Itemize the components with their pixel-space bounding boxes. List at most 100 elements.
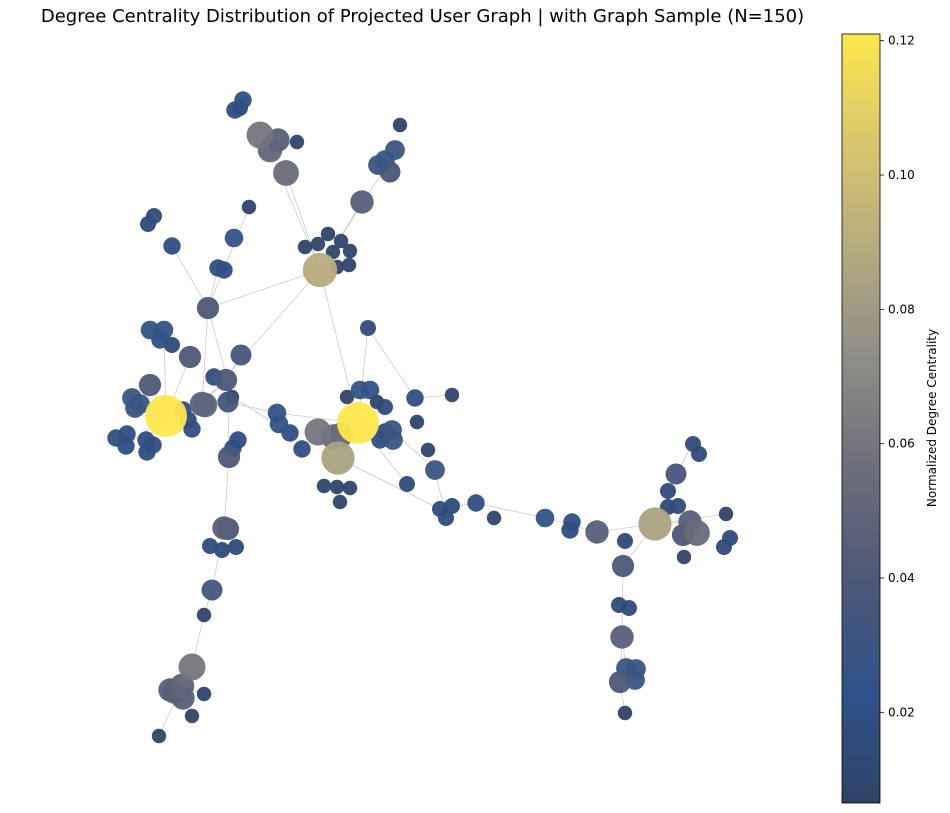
graph-node [117, 437, 135, 455]
colorbar: 0.02 0.04 0.06 0.08 0.10 0.12 Normalized Degr… [841, 33, 939, 804]
graph-node [273, 160, 299, 186]
graph-node [246, 121, 274, 149]
graph-node [320, 226, 336, 242]
graph-node [467, 494, 485, 512]
graph-node [438, 510, 454, 526]
graph-node [342, 243, 358, 259]
graph-node [214, 368, 238, 392]
graph-node [184, 708, 200, 724]
graph-edge [337, 457, 441, 510]
graph-node [215, 261, 233, 279]
chart-title: Degree Centrality Distribution of Projec… [40, 6, 805, 27]
graph-node [297, 239, 313, 255]
graph-node [561, 521, 579, 539]
graph-node [608, 670, 632, 694]
graph-edge [171, 245, 209, 309]
graph-node [192, 392, 218, 418]
graph-node [289, 134, 305, 150]
graph-node [718, 506, 734, 522]
colorbar-tick-label: 0.06 [888, 437, 915, 451]
graph-node [145, 395, 187, 437]
graph-node [214, 542, 230, 558]
graph-node [154, 320, 174, 340]
graph-edge [201, 307, 209, 405]
graph-node [660, 483, 676, 499]
graph-node [409, 414, 425, 430]
nodes-layer [107, 91, 738, 744]
graph-node [321, 441, 355, 475]
graph-node [360, 380, 380, 400]
graph-node [329, 479, 345, 495]
graph-node [360, 320, 376, 336]
graph-node [163, 237, 181, 255]
graph-node [217, 391, 239, 413]
edges-layer [125, 134, 727, 737]
graph-node [212, 516, 236, 540]
graph-node [138, 443, 156, 461]
graph-node [332, 494, 348, 510]
graph-node [617, 705, 633, 721]
graph-node [310, 236, 326, 252]
graph-node [241, 199, 257, 215]
graph-node [339, 389, 355, 405]
graph-node [621, 600, 637, 616]
colorbar-tick-label: 0.08 [888, 302, 915, 316]
colorbar-tick-label: 0.12 [888, 34, 915, 48]
graph-node [610, 625, 634, 649]
graph-node [342, 480, 358, 496]
graph-node [138, 373, 162, 397]
colorbar-bar [841, 33, 881, 804]
graph-node [425, 460, 445, 480]
colorbar-ticks: 0.02 0.04 0.06 0.08 0.10 0.12 [880, 34, 915, 719]
graph-node [178, 345, 202, 369]
graph-node [224, 228, 244, 248]
graph-node [337, 402, 379, 444]
graph-node [611, 554, 635, 578]
colorbar-tick-label: 0.10 [888, 168, 915, 182]
graph-node [665, 463, 687, 485]
graph-node [196, 607, 212, 623]
colorbar-tick-label: 0.04 [888, 571, 915, 585]
graph-node [140, 320, 160, 340]
graph-node [399, 476, 415, 492]
graph-node [392, 117, 408, 133]
graph-node [302, 252, 338, 288]
graph-node [304, 418, 332, 446]
graph-node [230, 344, 252, 366]
graph-node [341, 257, 357, 273]
colorbar-tick-label: 0.02 [888, 705, 915, 719]
graph-node [293, 440, 311, 458]
graph-node [333, 233, 349, 249]
graph-node [716, 539, 732, 555]
graph-node [151, 728, 167, 744]
graph-node [350, 190, 374, 214]
graph-node [420, 442, 436, 458]
graph-node [140, 216, 156, 232]
graph-node [125, 398, 145, 418]
graph-node [269, 414, 289, 434]
graph-node [228, 539, 244, 555]
graph-node [638, 507, 672, 541]
graph-node [684, 520, 710, 546]
graph-node [406, 389, 424, 407]
graph-node [217, 445, 241, 469]
graph-edge [367, 327, 416, 399]
graph-node [377, 399, 393, 415]
graph-node [676, 549, 692, 565]
graph-node [535, 508, 555, 528]
graph-node [444, 387, 460, 403]
graph-node [585, 520, 609, 544]
graph-node [226, 101, 244, 119]
graph-node [383, 430, 403, 450]
graph-edge [475, 502, 546, 519]
graph-edge [207, 206, 250, 309]
graph-node [691, 446, 707, 462]
graph-node [201, 579, 223, 601]
graph-node [196, 296, 220, 320]
graph-edge [223, 456, 230, 529]
graph-node [196, 686, 212, 702]
graph-node [183, 420, 201, 438]
graph-node [379, 161, 401, 183]
graph-node [486, 510, 502, 526]
